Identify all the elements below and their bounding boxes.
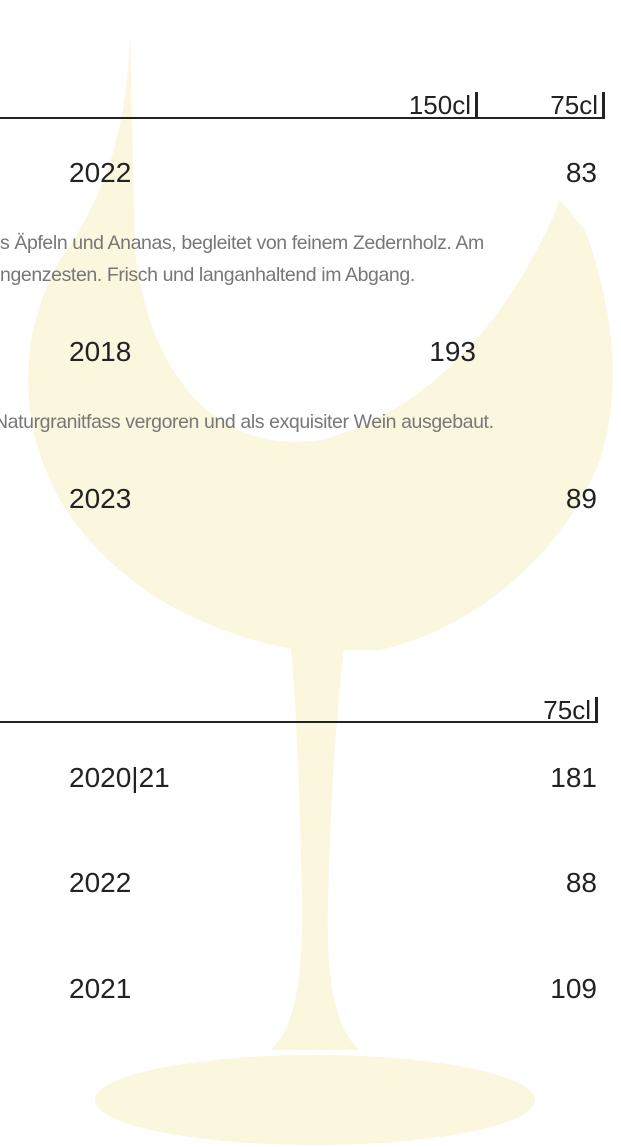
column-header: 75cl xyxy=(550,92,605,118)
vintage: 2021 xyxy=(69,975,131,1003)
description: Naturgranitfass vergoren und als exquisi… xyxy=(0,413,494,433)
column-header: 75cl xyxy=(543,697,598,723)
menu-page: 150cl 75cl 2022 83 s Äpfeln und Ananas, … xyxy=(0,0,621,1147)
divider xyxy=(0,721,597,723)
vintage: 2022 xyxy=(69,869,131,897)
price: 88 xyxy=(566,869,597,897)
description: ngenzesten. Frisch und langanhaltend im … xyxy=(0,266,415,286)
price: 89 xyxy=(566,485,597,513)
price: 181 xyxy=(550,764,597,792)
description: s Äpfeln und Ananas, begleitet von feine… xyxy=(0,234,484,254)
vintage: 2020|21 xyxy=(69,764,170,792)
divider xyxy=(0,117,605,119)
price: 109 xyxy=(550,975,597,1003)
price: 193 xyxy=(429,338,476,366)
vintage: 2023 xyxy=(69,485,131,513)
column-header: 150cl xyxy=(409,92,478,118)
vintage: 2018 xyxy=(69,338,131,366)
vintage: 2022 xyxy=(69,159,131,187)
price: 83 xyxy=(566,159,597,187)
